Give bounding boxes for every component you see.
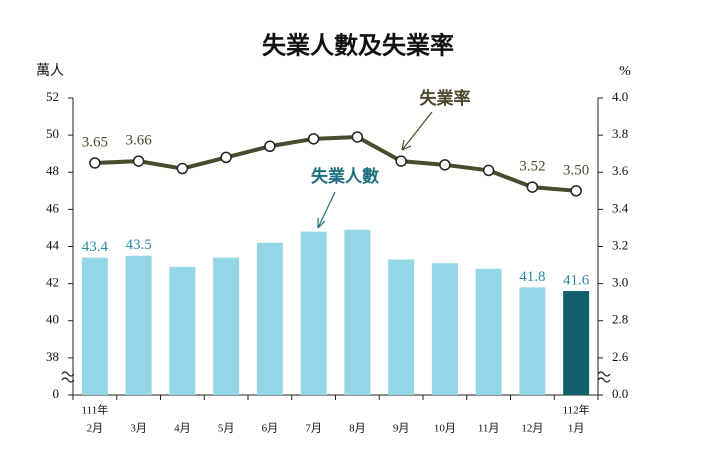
line bbox=[94, 134, 577, 193]
x-tick-label: 8月 bbox=[349, 423, 366, 435]
x-tick-label: 7月 bbox=[305, 423, 322, 435]
bar bbox=[388, 259, 415, 395]
y-tick-label: 46 bbox=[46, 200, 60, 215]
x-year-label: 112年 bbox=[563, 403, 590, 417]
line-value-label: 3.65 bbox=[82, 134, 108, 150]
y-tick-label: 42 bbox=[46, 275, 59, 290]
line-marker bbox=[526, 181, 539, 193]
bar-value-label: 41.6 bbox=[563, 272, 590, 288]
y-tick-label: 48 bbox=[46, 163, 59, 178]
bar bbox=[519, 287, 546, 395]
line-marker bbox=[89, 157, 101, 169]
line-marker bbox=[351, 131, 364, 143]
x-tick-label: 6月 bbox=[262, 423, 279, 435]
annotation-arrow bbox=[401, 111, 433, 151]
y2-axis-label: % bbox=[619, 64, 631, 79]
line-marker bbox=[439, 159, 451, 171]
x-year-label: 111年 bbox=[82, 403, 109, 417]
y2-tick-label: 4.0 bbox=[612, 89, 628, 104]
bar bbox=[563, 291, 590, 395]
bar bbox=[256, 242, 283, 395]
chart-title: 失業人數及失業率 bbox=[262, 32, 454, 60]
y-axis-label: 萬人 bbox=[36, 63, 64, 79]
x-tick-label: 3月 bbox=[130, 423, 147, 435]
bar bbox=[169, 266, 196, 395]
bar bbox=[81, 257, 108, 395]
line-value-label: 3.52 bbox=[519, 159, 545, 175]
y2-tick-label: 3.0 bbox=[612, 275, 628, 290]
axis-break bbox=[61, 371, 611, 383]
y-tick-label: 52 bbox=[46, 89, 59, 104]
line-marker bbox=[307, 133, 320, 145]
y-tick-label: 40 bbox=[46, 312, 59, 327]
line-marker bbox=[395, 155, 407, 167]
line-marker bbox=[176, 162, 189, 175]
y-tick-label: 44 bbox=[46, 237, 60, 252]
bar-value-label: 41.8 bbox=[519, 269, 545, 285]
line-value-label: 3.50 bbox=[563, 162, 589, 178]
y-tick-label: 50 bbox=[46, 126, 59, 141]
bar bbox=[431, 263, 458, 395]
bar bbox=[125, 255, 152, 395]
y2-tick-label: 0.0 bbox=[612, 386, 628, 401]
x-tick-label: 2月 bbox=[87, 423, 104, 435]
line-marker bbox=[570, 185, 582, 197]
y-tick-label: 38 bbox=[46, 349, 59, 364]
line-marker bbox=[220, 151, 232, 164]
y2-tick-label: 3.2 bbox=[612, 237, 628, 252]
x-tick-label: 4月 bbox=[174, 423, 191, 435]
x-tick-label: 1月 bbox=[568, 423, 585, 435]
x-tick-label: 9月 bbox=[393, 423, 410, 435]
x-tick-label: 11月 bbox=[478, 423, 500, 435]
line-marker bbox=[264, 140, 276, 153]
y2-tick-label: 3.4 bbox=[612, 200, 629, 215]
x-tick-label: 5月 bbox=[218, 423, 235, 435]
bar bbox=[300, 231, 327, 395]
x-tick-label: 10月 bbox=[434, 423, 456, 435]
y2-tick-label: 2.6 bbox=[612, 349, 629, 364]
line-marker bbox=[482, 164, 495, 177]
x-tick-label: 12月 bbox=[521, 423, 543, 435]
y2-tick-label: 3.8 bbox=[612, 126, 628, 141]
bar bbox=[344, 229, 371, 395]
bar bbox=[213, 257, 240, 395]
line-value-label: 3.66 bbox=[126, 133, 153, 149]
y-tick-label: 0 bbox=[53, 386, 60, 401]
annotation-arrow bbox=[317, 191, 336, 229]
bar bbox=[475, 268, 502, 395]
bar-value-label: 43.4 bbox=[82, 239, 109, 255]
y2-tick-label: 2.8 bbox=[612, 312, 628, 327]
y2-tick-label: 3.6 bbox=[612, 163, 629, 178]
bar-value-label: 43.5 bbox=[126, 237, 152, 253]
bar-annotation: 失業人數 bbox=[311, 166, 379, 186]
line-marker bbox=[132, 155, 145, 167]
line-annotation: 失業率 bbox=[420, 88, 471, 108]
